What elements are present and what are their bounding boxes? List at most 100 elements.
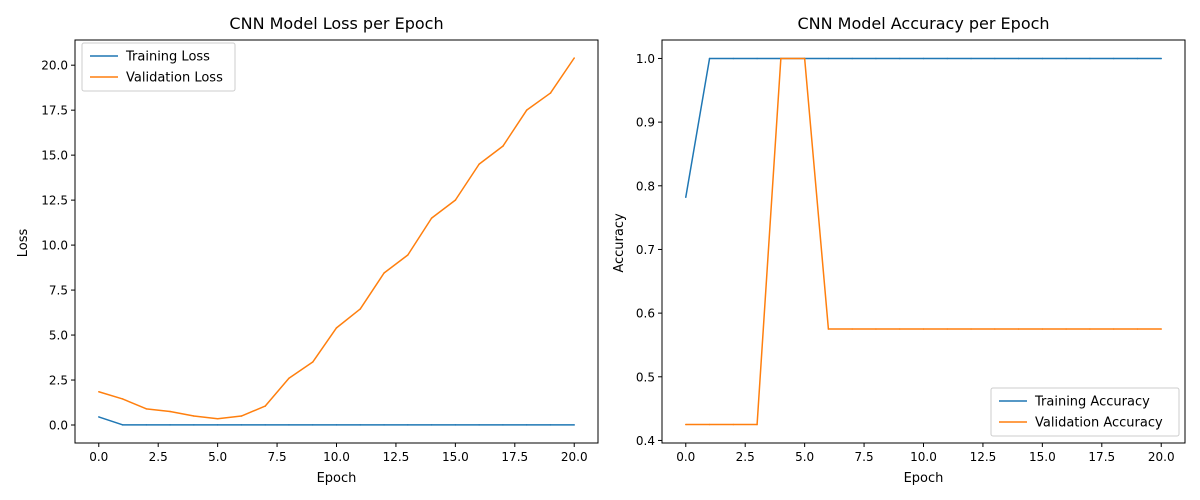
- accuracy-x-tick-label: 7.5: [855, 450, 874, 464]
- accuracy-validation-point: [732, 423, 735, 426]
- loss-y-tick-label: 7.5: [49, 284, 68, 298]
- loss-training-point: [216, 424, 219, 426]
- loss-validation-point: [121, 398, 124, 400]
- loss-training-point: [359, 424, 362, 426]
- loss-validation-point: [430, 217, 433, 219]
- loss-validation-point: [549, 92, 552, 94]
- accuracy-x-tick-label: 12.5: [970, 450, 997, 464]
- accuracy-validation-point: [898, 328, 901, 330]
- loss-validation-point: [478, 163, 480, 165]
- loss-x-tick-label: 20.0: [561, 450, 588, 464]
- loss-y-tick-label: 12.5: [41, 194, 68, 208]
- loss-validation-point: [359, 308, 362, 310]
- accuracy-y-tick-label: 0.8: [636, 179, 655, 193]
- accuracy-plot-frame: [661, 39, 1186, 444]
- accuracy-validation-point: [875, 328, 877, 330]
- loss-validation-point: [383, 272, 385, 274]
- accuracy-chart-title: CNN Model Accuracy per Epoch: [797, 14, 1049, 33]
- loss-x-tick-label: 17.5: [501, 450, 528, 464]
- loss-chart-title: CNN Model Loss per Epoch: [229, 14, 443, 33]
- loss-legend-label-training: Training Loss: [125, 50, 210, 65]
- accuracy-y-tick-label: 0.5: [636, 370, 655, 384]
- accuracy-validation-point: [994, 328, 996, 330]
- loss-training-point: [430, 424, 433, 426]
- loss-series-lines: [98, 57, 575, 426]
- accuracy-x-tick-label: 2.5: [736, 450, 755, 464]
- loss-validation-point: [335, 327, 338, 329]
- accuracy-training-point: [1065, 57, 1067, 60]
- loss-training-point: [502, 424, 504, 426]
- accuracy-legend-label-training: Training Accuracy: [1034, 395, 1150, 410]
- accuracy-training-point: [851, 57, 853, 60]
- accuracy-x-axis-label: Epoch: [904, 471, 944, 486]
- accuracy-y-tick-label: 0.7: [636, 243, 655, 257]
- loss-validation-point: [240, 415, 243, 417]
- loss-x-tick-label: 5.0: [208, 450, 227, 464]
- loss-x-tick-label: 12.5: [383, 450, 410, 464]
- accuracy-validation-point: [827, 328, 830, 330]
- accuracy-validation-point: [970, 328, 972, 330]
- accuracy-y-axis-label: Accuracy: [612, 213, 627, 273]
- loss-x-tick-label: 0.0: [89, 450, 108, 464]
- accuracy-validation-point: [1136, 328, 1139, 330]
- loss-validation-point: [454, 199, 457, 201]
- loss-validation-point: [311, 361, 314, 363]
- loss-training-point: [335, 424, 338, 426]
- loss-validation-point: [407, 254, 409, 256]
- accuracy-training-point: [1017, 57, 1020, 60]
- accuracy-validation-point: [780, 57, 782, 60]
- accuracy-x-tick-label: 5.0: [795, 450, 814, 464]
- accuracy-validation-point: [1160, 328, 1162, 330]
- loss-validation-point: [573, 57, 575, 59]
- loss-training-point: [478, 424, 480, 426]
- loss-x-tick-label: 7.5: [268, 450, 287, 464]
- accuracy-y-tick-label: 1.0: [636, 52, 655, 66]
- accuracy-axis-ticks: 0.0 2.5 5.0 7.5 10.0 12.5 15.0 17.5 20.0 0.4 0.5 0.…: [636, 52, 1175, 464]
- loss-legend-label-validation: Validation Loss: [126, 71, 223, 86]
- accuracy-training-point: [1041, 57, 1044, 60]
- loss-y-tick-label: 20.0: [41, 59, 68, 73]
- accuracy-training-point: [756, 57, 758, 60]
- loss-y-axis-label: Loss: [16, 229, 31, 258]
- loss-training-point: [573, 424, 575, 426]
- accuracy-y-tick-label: 0.4: [636, 434, 655, 448]
- loss-axis-ticks: 0.0 2.5 5.0 7.5 10.0 12.5 15.0 17.5 20.0 0.0 2.5 5.…: [41, 59, 587, 464]
- loss-x-tick-label: 15.0: [442, 450, 469, 464]
- loss-training-point: [525, 424, 528, 426]
- loss-training-point: [407, 424, 409, 426]
- loss-validation-point: [98, 390, 100, 393]
- loss-training-point: [169, 424, 171, 426]
- accuracy-x-tick-label: 15.0: [1029, 450, 1056, 464]
- loss-validation-point: [502, 145, 504, 147]
- loss-training-point: [549, 424, 552, 426]
- accuracy-training-point: [875, 57, 877, 60]
- accuracy-training-point: [946, 57, 949, 60]
- accuracy-validation-point: [946, 328, 949, 330]
- accuracy-training-point: [827, 57, 830, 60]
- loss-x-tick-label: 10.0: [323, 450, 350, 464]
- accuracy-training-point: [1160, 57, 1162, 60]
- loss-y-tick-label: 10.0: [41, 239, 68, 253]
- accuracy-training-point: [898, 57, 901, 60]
- accuracy-validation-point: [1089, 328, 1091, 330]
- loss-validation-point: [169, 410, 171, 413]
- loss-training-point: [193, 424, 195, 426]
- loss-training-point: [145, 424, 148, 426]
- accuracy-training-point: [685, 196, 687, 198]
- loss-training-point: [311, 424, 314, 426]
- accuracy-x-tick-label: 17.5: [1088, 450, 1115, 464]
- accuracy-training-point: [1136, 57, 1139, 60]
- accuracy-y-tick-label: 0.9: [636, 116, 655, 130]
- loss-chart: CNN Model Loss per Epoch Epoch Loss 0.0 2…: [16, 14, 599, 486]
- loss-training-point: [98, 416, 100, 418]
- loss-legend-box: [81, 42, 236, 92]
- loss-validation-point: [288, 377, 290, 379]
- accuracy-validation-point: [922, 328, 925, 330]
- loss-x-axis-label: Epoch: [317, 471, 357, 486]
- loss-y-tick-label: 15.0: [41, 149, 68, 163]
- loss-training-point: [121, 424, 124, 426]
- accuracy-y-tick-label: 0.6: [636, 307, 655, 321]
- accuracy-validation-point: [756, 423, 758, 426]
- loss-training-point: [454, 424, 457, 426]
